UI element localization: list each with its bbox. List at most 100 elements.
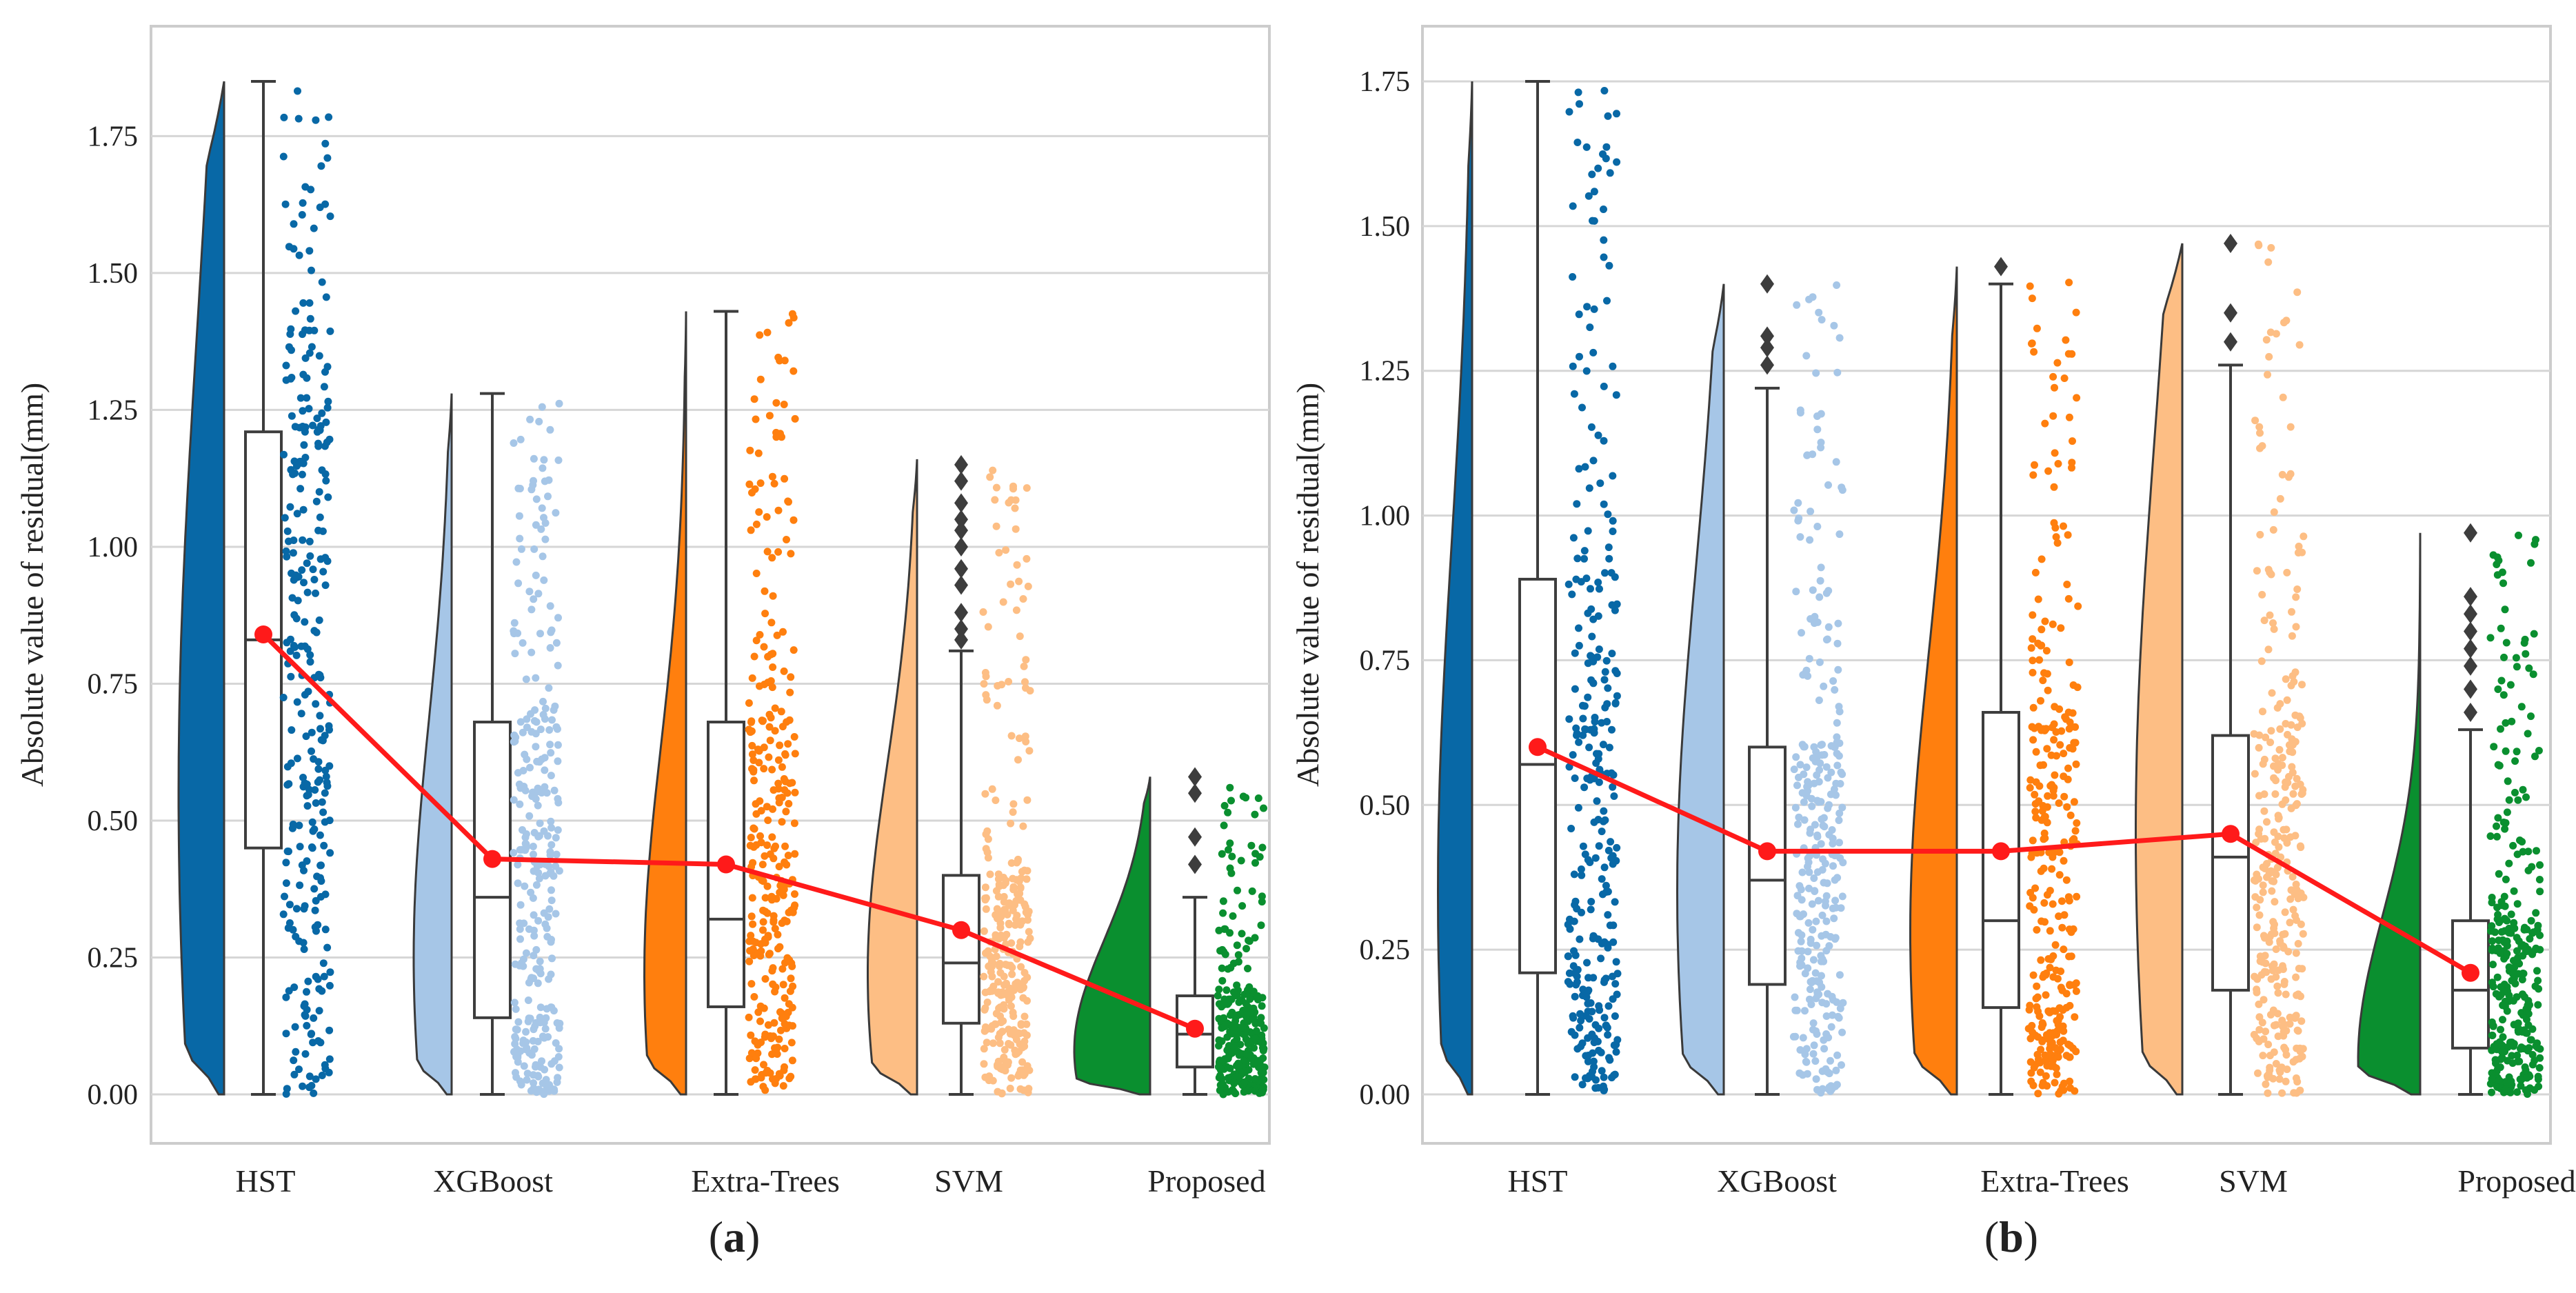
point xyxy=(747,912,756,921)
point xyxy=(510,439,518,447)
point xyxy=(758,876,766,885)
point xyxy=(543,1086,551,1094)
point xyxy=(2065,659,2073,666)
point xyxy=(510,849,518,857)
point xyxy=(1605,554,1613,563)
point xyxy=(1254,794,1262,802)
point xyxy=(789,646,798,654)
point xyxy=(317,162,325,170)
point xyxy=(2060,911,2069,919)
point xyxy=(2272,945,2280,953)
point xyxy=(775,1035,783,1043)
point xyxy=(2282,675,2290,683)
point xyxy=(2251,417,2260,425)
point xyxy=(768,683,776,692)
point xyxy=(1584,659,1592,668)
point xyxy=(1602,154,1610,163)
point xyxy=(1590,1039,1598,1047)
point xyxy=(1835,703,1843,711)
point xyxy=(325,1068,333,1076)
point xyxy=(1824,481,1832,489)
point xyxy=(751,1066,759,1074)
point xyxy=(1597,954,1605,963)
point xyxy=(991,496,999,504)
point xyxy=(294,87,301,95)
point xyxy=(2511,788,2519,796)
point xyxy=(781,842,789,850)
point xyxy=(2290,678,2298,686)
point xyxy=(292,932,300,941)
point xyxy=(517,545,525,553)
point xyxy=(519,1039,527,1048)
point xyxy=(1791,993,1799,1001)
point xyxy=(1600,253,1608,261)
point xyxy=(294,114,303,123)
violin-xgboost xyxy=(1676,283,1725,1096)
point xyxy=(1573,500,1581,508)
point xyxy=(1805,884,1813,892)
point xyxy=(2496,949,2504,957)
point xyxy=(1598,828,1606,836)
x-tick-label: HST xyxy=(1508,1163,1568,1199)
point xyxy=(2260,807,2268,815)
point xyxy=(1600,807,1608,815)
point xyxy=(999,598,1007,606)
point xyxy=(2028,1021,2036,1030)
point xyxy=(1611,980,1620,988)
panel-b: 0.000.250.500.751.001.251.501.75 HST XGBo… xyxy=(1290,25,2576,1261)
point xyxy=(1251,1075,1259,1083)
point xyxy=(1023,875,1031,883)
point xyxy=(1600,236,1608,244)
point xyxy=(534,801,542,810)
point xyxy=(1227,796,1235,805)
point xyxy=(2502,719,2510,727)
point xyxy=(543,789,551,797)
point xyxy=(1000,892,1008,901)
point xyxy=(1809,1050,1818,1058)
point xyxy=(1605,1054,1613,1062)
point xyxy=(1824,990,1832,998)
point xyxy=(1025,1085,1033,1093)
point xyxy=(2493,1083,2502,1091)
point xyxy=(1833,719,1841,727)
point xyxy=(1821,897,1829,905)
point xyxy=(2029,471,2037,479)
point xyxy=(994,978,1003,986)
point xyxy=(299,407,307,415)
point xyxy=(1238,1023,1247,1032)
point xyxy=(296,881,304,890)
point xyxy=(1819,821,1827,830)
point xyxy=(323,943,332,952)
point xyxy=(746,446,754,454)
point xyxy=(512,1005,520,1013)
point xyxy=(290,220,298,228)
point xyxy=(2291,711,2300,719)
point xyxy=(1807,508,1815,516)
point xyxy=(1600,863,1609,872)
point xyxy=(1000,1056,1008,1064)
point xyxy=(296,485,305,493)
point xyxy=(1218,850,1226,858)
mean-point xyxy=(952,921,970,939)
point xyxy=(1612,958,1620,966)
point xyxy=(2268,877,2276,885)
point xyxy=(2493,822,2500,830)
point xyxy=(285,848,292,856)
point xyxy=(326,327,334,335)
point xyxy=(987,986,996,994)
point xyxy=(750,652,758,661)
outlier xyxy=(2464,702,2477,722)
point xyxy=(316,674,325,682)
point xyxy=(2050,736,2058,744)
point xyxy=(748,750,756,759)
violin-extra-trees xyxy=(643,311,687,1096)
point xyxy=(778,818,786,826)
point xyxy=(320,383,328,391)
point xyxy=(527,605,536,614)
point xyxy=(2255,743,2263,752)
point xyxy=(1590,729,1598,737)
point xyxy=(282,1030,290,1038)
point xyxy=(2282,317,2291,325)
point xyxy=(2053,752,2060,760)
point xyxy=(1830,321,1838,330)
